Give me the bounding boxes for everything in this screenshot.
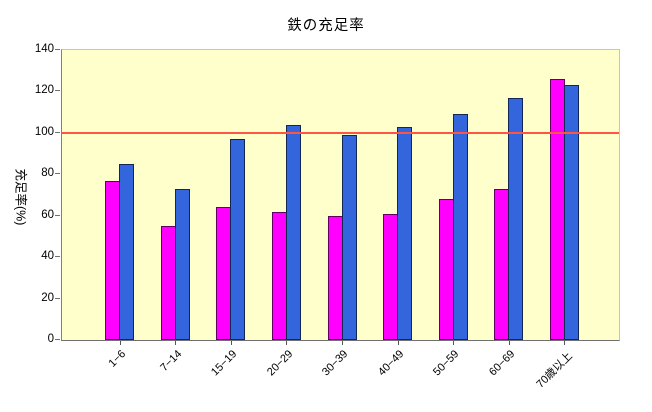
bar-series-magenta: [105, 180, 121, 340]
bar-group: 15−19: [203, 50, 259, 378]
x-category-label: 1−6: [106, 348, 129, 370]
y-tick-mark: [55, 256, 60, 257]
bar-series-blue: [508, 97, 524, 340]
plot-area: 1−6 7−14 15−19 20−29 30−39 40−49 50−59 60−69 70歳…: [61, 49, 620, 391]
bar-series-blue: [230, 139, 246, 340]
bar-group: 1−6: [92, 50, 148, 370]
bar-series-blue: [119, 163, 135, 340]
x-tick-mark: [175, 341, 177, 345]
bar-series-blue: [563, 85, 579, 340]
y-tick-label: 20: [41, 292, 54, 304]
bar-series-magenta: [438, 199, 454, 340]
bar-group: 7−14: [148, 50, 204, 374]
bar-series-blue: [285, 124, 301, 340]
bar-group: 70歳以上: [534, 50, 593, 391]
bar-series-blue: [452, 114, 468, 340]
bar-series-magenta: [383, 213, 399, 340]
bar-series-magenta: [494, 188, 510, 340]
x-category-label: 15−19: [209, 348, 240, 379]
x-tick-mark: [397, 341, 399, 345]
x-category-label: 60−69: [486, 348, 518, 379]
x-tick-mark: [119, 341, 121, 345]
bar-series-magenta: [327, 215, 343, 340]
x-category-label: 40−49: [375, 348, 407, 379]
y-tick-mark: [55, 339, 60, 340]
y-tick-label: 40: [41, 250, 54, 262]
x-category-label: 30−39: [320, 348, 351, 379]
x-tick-mark: [453, 341, 455, 345]
x-tick-mark: [230, 341, 232, 345]
y-tick-label: 100: [34, 126, 54, 138]
bar-series-magenta: [271, 211, 287, 340]
y-tick-label: 60: [41, 209, 54, 221]
y-tick-label: 0: [47, 333, 54, 345]
y-tick-label: 140: [34, 43, 54, 55]
bar-series-blue: [341, 134, 357, 340]
bar-series-blue: [174, 188, 190, 340]
reference-line-100: [62, 132, 619, 134]
x-tick-mark: [342, 341, 344, 345]
bar-group: 60−69: [481, 50, 537, 378]
bar-group: 50−59: [425, 50, 481, 378]
bar-series-magenta: [216, 207, 232, 340]
x-category-label: 50−59: [431, 348, 462, 379]
y-tick-mark: [55, 49, 60, 50]
bar-group: 20−29: [259, 50, 315, 378]
chart-title: 鉄の充足率: [287, 18, 365, 34]
x-category-label: 7−14: [157, 348, 184, 375]
bar-group: 30−39: [314, 50, 370, 378]
y-tick-mark: [55, 298, 60, 299]
bar-series-magenta: [160, 226, 176, 340]
bar-group: 40−49: [370, 50, 426, 378]
x-tick-mark: [564, 341, 566, 345]
y-tick-mark: [55, 132, 60, 133]
x-category-label: 70歳以上: [534, 350, 575, 391]
x-tick-mark: [508, 341, 510, 345]
bar-series-magenta: [549, 79, 565, 340]
x-category-label: 20−29: [264, 348, 295, 379]
y-tick-mark: [55, 173, 60, 174]
y-tick-label: 80: [41, 167, 54, 179]
y-tick-mark: [55, 90, 60, 91]
bar-groups: 1−6 7−14 15−19 20−29 30−39 40−49 50−59 60−69 70歳…: [62, 50, 619, 391]
y-tick-label: 120: [34, 84, 54, 96]
x-tick-mark: [286, 341, 288, 345]
bar-series-blue: [397, 126, 413, 340]
y-tick-mark: [55, 215, 60, 216]
